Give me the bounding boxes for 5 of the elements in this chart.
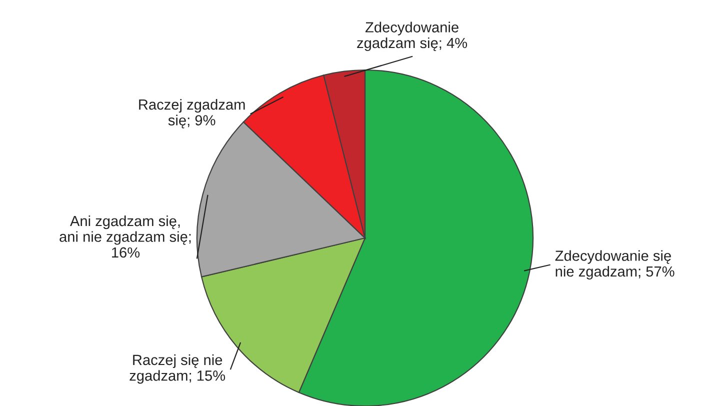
slice-label: Zdecydowanie się nie zgadzam; 57% <box>555 250 674 280</box>
slice-label: Zdecydowanie zgadzam się; 4% <box>357 22 468 52</box>
slice-label: Ani zgadzam się, ani nie zgadzam się; 16% <box>60 215 191 258</box>
slice-label: Raczej zgadzam się; 9% <box>139 99 245 128</box>
slice-label: Raczej się nie zgadzam; 15% <box>130 354 226 384</box>
